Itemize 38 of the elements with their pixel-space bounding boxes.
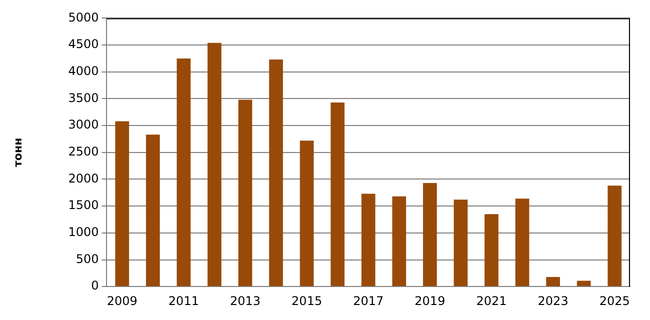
bar: [238, 100, 252, 286]
y-tick-label: 500: [76, 252, 99, 266]
x-tick-label: 2011: [168, 294, 199, 308]
y-tick-label: 4500: [68, 37, 99, 52]
bar: [515, 198, 530, 286]
bar: [330, 102, 345, 286]
x-tick-label: 2009: [106, 294, 138, 308]
bar: [361, 194, 376, 286]
y-tick-label: 4000: [68, 64, 99, 78]
bar: [454, 200, 468, 286]
y-tick-label: 1500: [68, 198, 99, 212]
x-tick-label: 2015: [292, 294, 322, 308]
x-tick-label: 2021: [476, 294, 507, 308]
bar: [576, 280, 591, 286]
y-tick-label: 0: [91, 278, 99, 293]
y-tick-label: 3500: [68, 90, 99, 105]
bar: [392, 196, 406, 286]
x-tick-label: 2017: [353, 294, 384, 308]
y-tick-label: 2000: [68, 171, 99, 186]
y-tick-label: 2500: [68, 144, 99, 159]
bar: [115, 121, 130, 286]
bar: [176, 58, 191, 286]
x-tick-label: 2023: [538, 294, 568, 308]
bar: [484, 214, 498, 286]
bar: [146, 134, 160, 286]
bar: [546, 276, 560, 286]
y-tick-label: 5000: [68, 10, 99, 24]
bar: [269, 60, 283, 286]
y-tick-label: 3000: [68, 118, 99, 132]
bar: [300, 140, 314, 286]
bar: [208, 42, 222, 286]
x-tick-label: 2025: [599, 294, 630, 308]
y-tick-label: 1000: [68, 225, 99, 240]
x-tick-label: 2013: [230, 294, 261, 308]
bar: [608, 186, 622, 286]
y-axis-title: тонн: [11, 138, 24, 167]
x-tick-label: 2019: [414, 294, 446, 308]
bar: [423, 183, 437, 286]
